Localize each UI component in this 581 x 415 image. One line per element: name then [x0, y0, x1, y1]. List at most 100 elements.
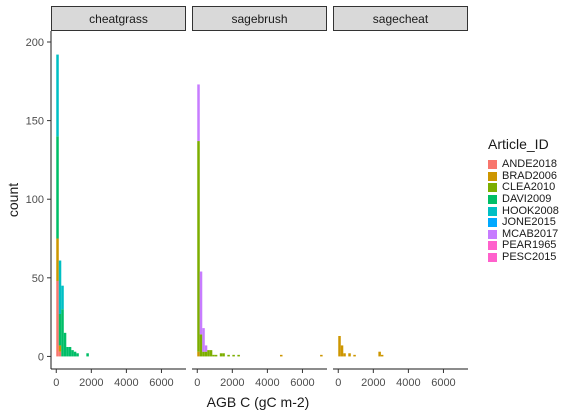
legend-swatch [488, 160, 497, 170]
histogram-bar [61, 285, 64, 310]
legend-label: CLEA2010 [502, 181, 556, 194]
legend-swatch [488, 183, 497, 193]
histogram-bar [202, 328, 205, 352]
histogram-bar [73, 351, 77, 357]
histogram-bar [56, 136, 59, 239]
x-tick-label: 4000 [114, 377, 138, 389]
facet-strip [51, 6, 186, 31]
legend: Article_ID ANDE2018 BRAD2006 CLEA2010 DAVI2… [488, 136, 559, 263]
histogram-bar [227, 354, 230, 357]
histogram-bar [199, 334, 203, 357]
y-tick-label: 150 [26, 116, 44, 128]
facet-label: sagecheat [373, 12, 429, 26]
histogram-bar [199, 271, 203, 335]
histogram-bar [348, 353, 351, 357]
histogram-bar [380, 354, 384, 357]
legend-swatch [488, 253, 497, 263]
histogram-bar [237, 354, 240, 357]
legend-items: ANDE2018 BRAD2006 CLEA2010 DAVI2009 HOOK2008… [488, 159, 559, 263]
x-tick-label: 6000 [149, 377, 173, 389]
x-tick-label: 4000 [396, 377, 420, 389]
x-tick-label: 0 [53, 377, 59, 389]
histogram-bar [58, 313, 62, 346]
histogram-bar [56, 280, 59, 357]
legend-swatch [488, 171, 497, 181]
histogram-bar [58, 351, 62, 357]
histogram-bar [338, 335, 341, 357]
histogram-bar [197, 351, 200, 357]
legend-swatch [488, 218, 497, 228]
y-tick-label: 50 [32, 273, 44, 285]
legend-label: DAVI2009 [502, 193, 552, 206]
legend-item: DAVI2009 [488, 194, 559, 206]
histogram-bar [56, 54, 59, 137]
facet-strip [333, 6, 468, 31]
histogram-bar [219, 353, 223, 357]
legend-label: HOOK2008 [502, 204, 559, 217]
y-tick-label: 100 [26, 194, 44, 206]
x-tick-label: 2000 [220, 377, 244, 389]
legend-swatch [488, 206, 497, 216]
legend-swatch [488, 229, 497, 239]
legend-label: JONE2015 [502, 216, 556, 229]
x-tick-label: 6000 [290, 377, 314, 389]
histogram-bar [378, 351, 381, 357]
histogram-bar [353, 354, 356, 357]
legend-item: JONE2015 [488, 217, 559, 229]
x-axis-title: AGB C (gC m-2) [207, 394, 310, 410]
x-tick-label: 0 [335, 377, 341, 389]
histogram-bar [340, 345, 344, 357]
histogram-bar [58, 345, 62, 352]
legend-item: CLEA2010 [488, 182, 559, 194]
histogram-bar [279, 354, 283, 357]
x-tick-label: 2000 [79, 377, 103, 389]
legend-item: ANDE2018 [488, 159, 559, 171]
x-tick-label: 2000 [361, 377, 385, 389]
histogram-bar [232, 354, 235, 357]
x-tick-label: 6000 [431, 377, 455, 389]
histogram-bar [214, 354, 218, 357]
x-tick-label: 4000 [255, 377, 279, 389]
histogram-bar [86, 353, 89, 357]
histogram-bar [197, 141, 200, 352]
histogram-bar [204, 351, 208, 357]
facet-label: cheatgrass [89, 12, 148, 26]
histogram-bar [209, 350, 213, 357]
histogram-bar [207, 350, 210, 357]
legend-item: BRAD2006 [488, 169, 559, 183]
histogram-bar [71, 350, 74, 357]
histogram-bar [320, 354, 323, 357]
legend-label: ANDE2018 [502, 158, 558, 171]
histogram-bar [222, 353, 225, 357]
histogram-bar [61, 309, 64, 357]
histogram-bar [76, 353, 79, 357]
histogram-bar [202, 351, 205, 357]
facet-label: sagebrush [231, 12, 287, 26]
legend-item: PESC2015 [488, 252, 559, 264]
legend-label: PEAR1965 [502, 239, 557, 252]
histogram-bar [197, 84, 200, 142]
y-tick-label: 0 [38, 351, 44, 363]
legend-label: PESC2015 [502, 251, 557, 264]
legend-swatch [488, 241, 497, 251]
legend-swatch [488, 195, 497, 205]
y-tick-label: 200 [26, 37, 44, 49]
facet-strip [192, 6, 327, 31]
x-tick-label: 0 [194, 377, 200, 389]
histogram-bar [343, 353, 346, 357]
legend-item: MCAB2017 [488, 227, 559, 241]
legend-label: MCAB2017 [502, 227, 559, 240]
histogram-bar [63, 332, 67, 357]
legend-label: BRAD2006 [502, 169, 558, 182]
histogram-bar [68, 346, 72, 357]
histogram-bar [204, 345, 208, 352]
legend-item: HOOK2008 [488, 205, 559, 217]
legend-title: Article_ID [488, 136, 549, 152]
histogram-bar [212, 354, 215, 357]
histogram-bar [58, 260, 62, 314]
legend-item: PEAR1965 [488, 240, 559, 252]
y-axis-title: count [5, 183, 21, 217]
histogram-bar [66, 346, 69, 357]
histogram-bar [56, 238, 59, 281]
